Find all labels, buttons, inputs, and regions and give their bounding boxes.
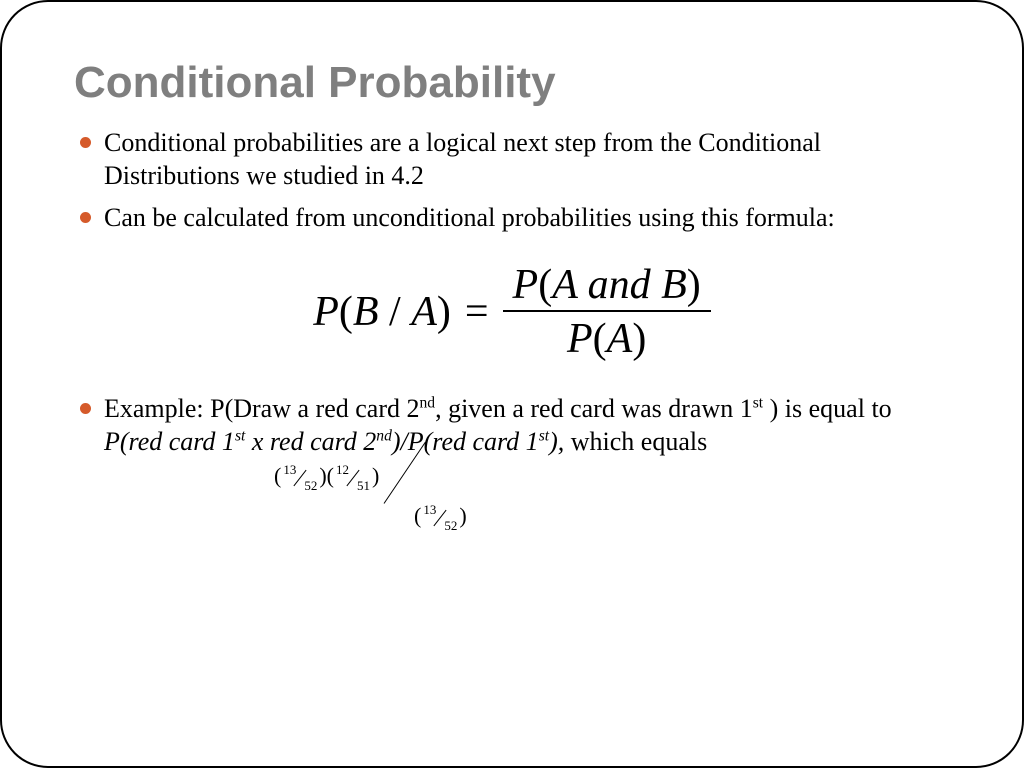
formula-fraction: P(A and B) P(A) (503, 262, 711, 362)
b3-tail: which equals (564, 427, 707, 456)
sfrac-3: 13 52 (421, 505, 459, 531)
num-B: B (661, 262, 687, 308)
paren-open: ( (339, 289, 353, 335)
b3-ital3: )/P(red card 1 (392, 427, 539, 456)
formula-B: B (353, 289, 379, 335)
b3-ital4: ), (549, 427, 564, 456)
num-open: ( (538, 262, 552, 308)
paren-close: ) (437, 289, 451, 335)
sfrac2-den: 51 (357, 478, 370, 494)
sfrac3-num: 13 (423, 502, 436, 518)
numerator-group: (1352)(1251) (274, 463, 379, 491)
b3-isup3: st (539, 428, 549, 445)
formula-P-left: P (313, 289, 339, 335)
b3-lead: Example: P(Draw a red card 2 (104, 394, 419, 423)
den-A: A (607, 316, 633, 362)
sfrac2-num: 12 (336, 462, 349, 478)
num-A: A (552, 262, 577, 308)
den-open: ( (593, 316, 607, 362)
sfrac-1: 13 52 (281, 465, 319, 491)
bullet-3: Example: P(Draw a red card 2nd, given a … (74, 392, 950, 459)
num-close: ) (687, 262, 701, 308)
den-P: P (567, 316, 593, 362)
b3-mid2: ) is equal to (763, 394, 892, 423)
b3-isup2: nd (376, 428, 392, 445)
fraction-denominator: P(A) (557, 312, 656, 362)
b3-isup1: st (235, 428, 245, 445)
bullet-2: Can be calculated from unconditional pro… (74, 201, 950, 234)
sfrac1-num: 13 (283, 462, 296, 478)
bullet-1: Conditional probabilities are a logical … (74, 126, 950, 193)
bullet-list: Conditional probabilities are a logical … (74, 126, 950, 234)
denominator-group: (1352) (414, 503, 467, 531)
sfrac3-den: 52 (444, 518, 457, 534)
b3-sup1: nd (419, 395, 435, 412)
main-formula: P(B / A) = P(A and B) P(A) (74, 262, 950, 362)
formula-bar: / (379, 289, 412, 335)
slide-title: Conditional Probability (74, 58, 950, 108)
equals-sign: = (465, 288, 489, 336)
den-close: ) (632, 316, 646, 362)
bullet-list-2: Example: P(Draw a red card 2nd, given a … (74, 392, 950, 459)
b3-sup2: st (753, 395, 763, 412)
b3-mid1: , given a red card was drawn 1 (435, 394, 753, 423)
b3-ital1: P(red card 1 (104, 427, 235, 456)
fraction-numerator: P(A and B) (503, 262, 711, 310)
slide-frame: Conditional Probability Conditional prob… (0, 0, 1024, 768)
formula-A: A (411, 289, 437, 335)
num-P: P (513, 262, 539, 308)
sfrac-2: 12 51 (334, 465, 372, 491)
formula-lhs: P(B / A) (313, 288, 451, 336)
b3-ital2: x red card 2 (245, 427, 376, 456)
num-and: and (577, 262, 661, 308)
sfrac1-den: 52 (304, 478, 317, 494)
numeric-expression: (1352)(1251) (1352) (274, 463, 534, 543)
